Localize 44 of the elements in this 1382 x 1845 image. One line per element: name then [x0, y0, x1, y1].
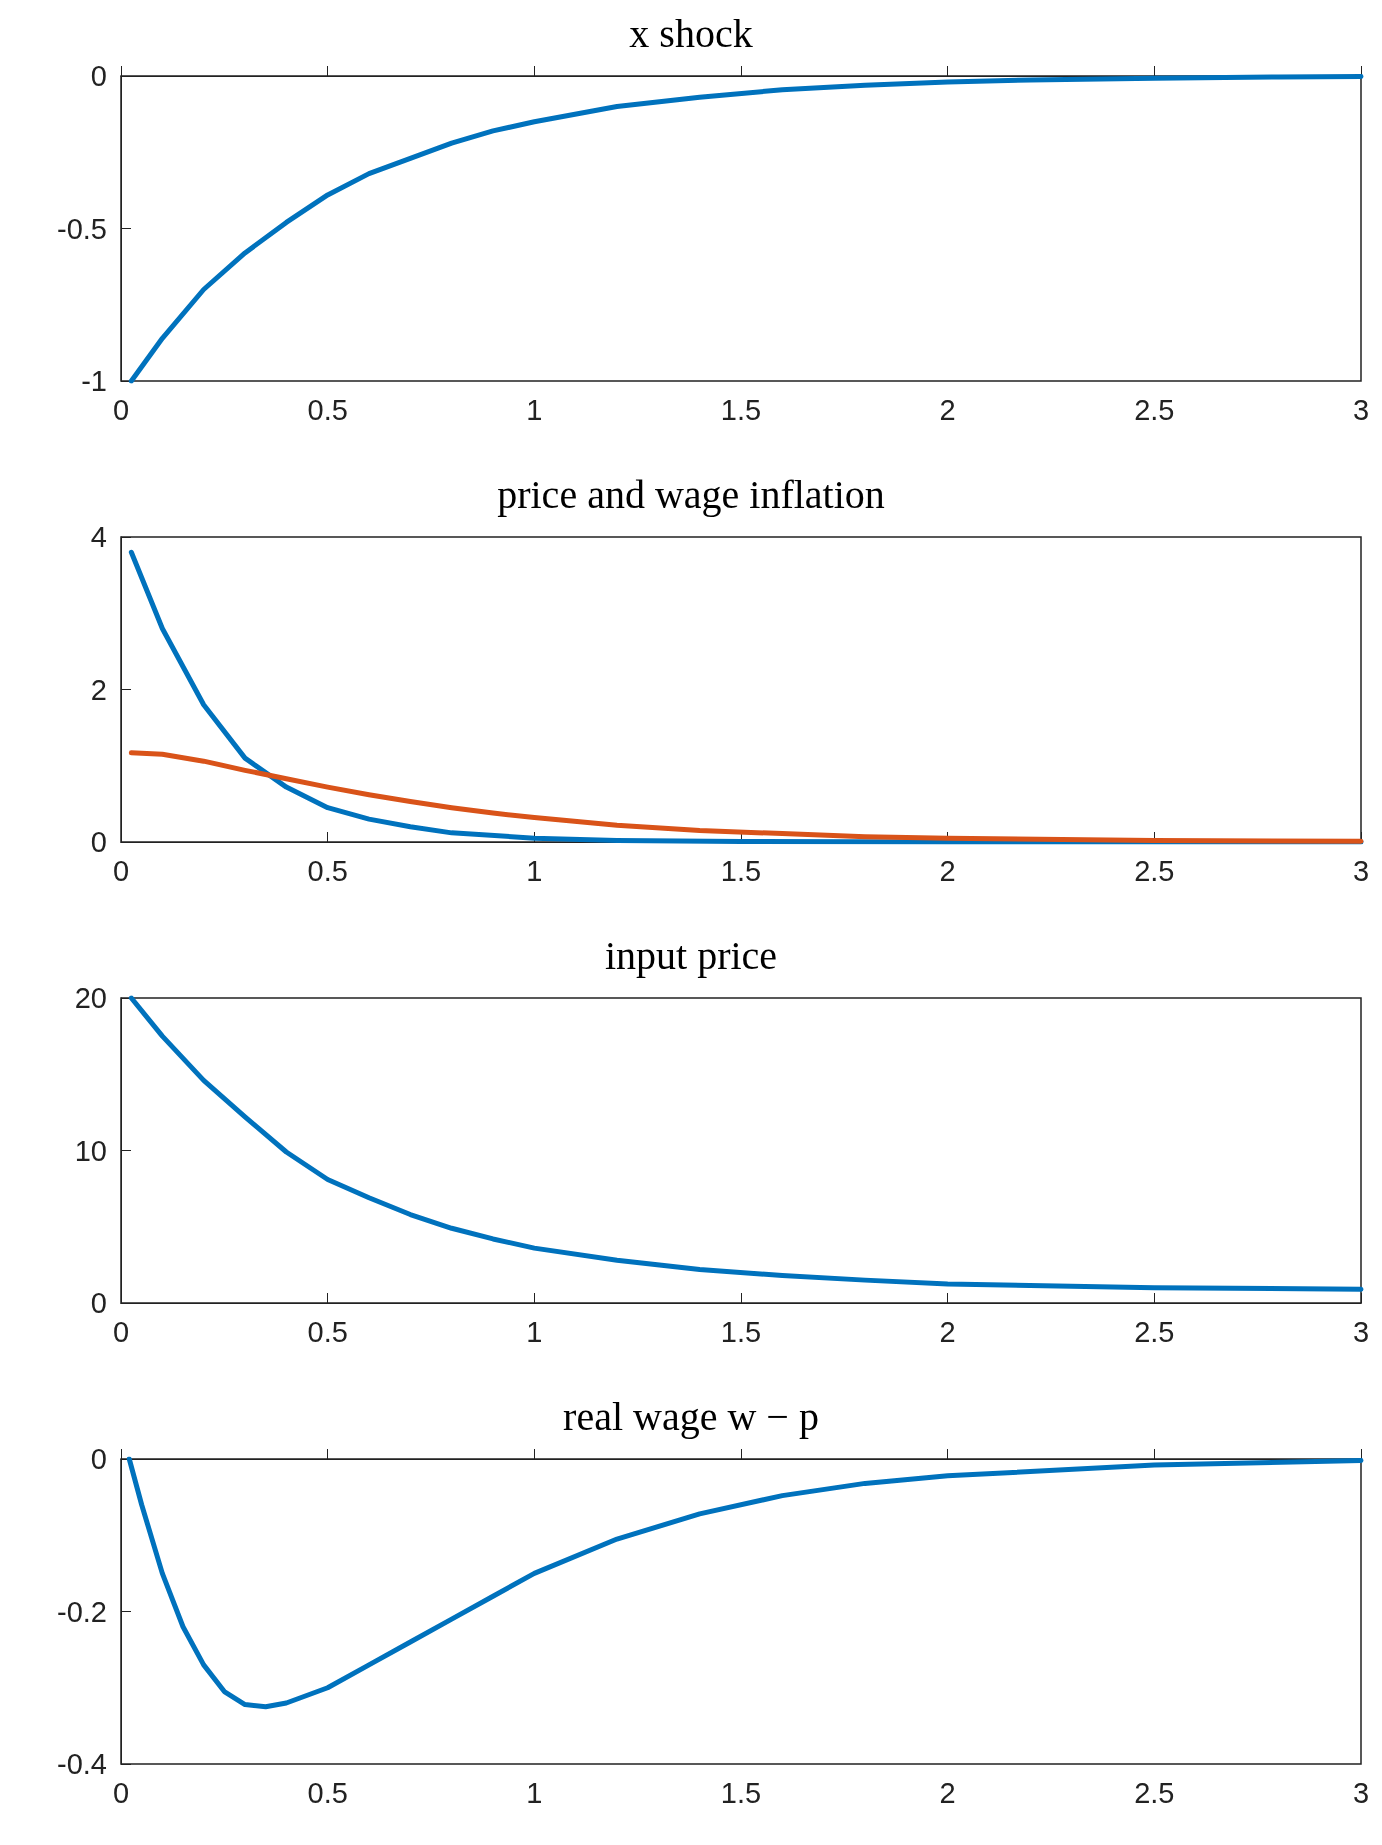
chart-title: real wage w − p: [563, 1393, 819, 1439]
x-tick-label: 0: [112, 1776, 130, 1809]
y-tick-label: 0: [90, 60, 107, 92]
x-tick-label: 2.5: [1134, 1315, 1175, 1348]
x-tick-label: 0.5: [307, 1315, 348, 1348]
y-tick-label: 20: [74, 982, 107, 1014]
x-tick-label: 1.5: [720, 1315, 762, 1348]
chart-title: x shock: [629, 10, 753, 56]
y-tick-label: 10: [74, 1134, 107, 1167]
y-tick-label: 2: [90, 673, 107, 706]
y-tick-label: 4: [90, 521, 107, 553]
x-tick-label: 2: [939, 854, 956, 887]
x-tick-label: 0.5: [307, 1776, 348, 1809]
x-tick-label: 2.5: [1134, 1776, 1175, 1809]
x-tick-label: 0: [112, 393, 130, 426]
x-tick-label: 3: [1352, 1776, 1370, 1809]
y-tick-label: -1: [81, 365, 107, 397]
x-tick-label: 3: [1352, 1315, 1370, 1348]
x-tick-label: 1: [526, 1776, 543, 1809]
x-tick-label: 0.5: [307, 854, 348, 887]
x-tick-label: 1: [526, 393, 543, 426]
x-tick-label: 3: [1352, 393, 1370, 426]
x-tick-label: 1: [526, 1315, 543, 1348]
x-tick-label: 0.5: [307, 393, 348, 426]
x-tick-label: 1.5: [720, 1776, 762, 1809]
x-tick-label: 1: [526, 854, 543, 887]
x-tick-label: 1.5: [720, 393, 762, 426]
chart-title: price and wage inflation: [497, 471, 885, 517]
x-tick-label: 0: [112, 1315, 130, 1348]
y-tick-label: -0.4: [57, 1748, 107, 1780]
x-tick-label: 3: [1352, 854, 1370, 887]
x-tick-label: 0: [112, 854, 130, 887]
x-tick-label: 2.5: [1134, 393, 1175, 426]
y-tick-label: -0.2: [57, 1595, 107, 1628]
x-tick-label: 2: [939, 1315, 956, 1348]
y-tick-label: 0: [90, 1287, 107, 1319]
x-tick-label: 2: [939, 393, 956, 426]
x-tick-label: 2: [939, 1776, 956, 1809]
chart-title: input price: [604, 932, 778, 978]
y-tick-label: 0: [90, 826, 107, 858]
y-tick-label: 0: [90, 1443, 107, 1475]
x-tick-label: 2.5: [1134, 854, 1175, 887]
x-tick-label: 1.5: [720, 854, 762, 887]
y-tick-label: -0.5: [57, 212, 107, 245]
